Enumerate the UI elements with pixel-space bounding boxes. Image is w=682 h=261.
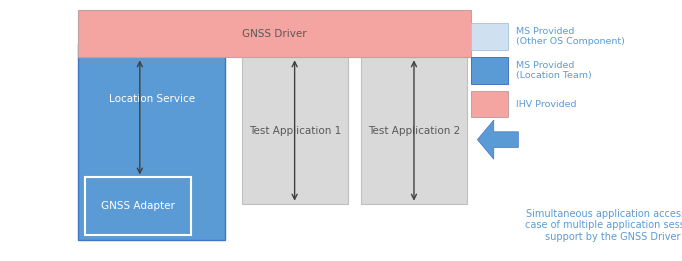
FancyBboxPatch shape (242, 57, 348, 204)
Text: GNSS Driver: GNSS Driver (242, 29, 307, 39)
Text: Simultaneous application access in
case of multiple application session
support : Simultaneous application access in case … (525, 209, 682, 242)
FancyBboxPatch shape (471, 23, 508, 50)
Text: GNSS Adapter: GNSS Adapter (101, 201, 175, 211)
Polygon shape (477, 120, 518, 159)
FancyBboxPatch shape (361, 57, 467, 204)
Text: Location Service: Location Service (108, 94, 195, 104)
Text: IHV Provided: IHV Provided (516, 100, 577, 109)
Text: Test Application 2: Test Application 2 (368, 126, 460, 135)
FancyBboxPatch shape (471, 57, 508, 84)
FancyBboxPatch shape (78, 10, 471, 57)
FancyBboxPatch shape (78, 44, 225, 240)
FancyBboxPatch shape (85, 177, 191, 235)
Text: MS Provided
(Other OS Component): MS Provided (Other OS Component) (516, 27, 625, 46)
Text: Test Application 1: Test Application 1 (249, 126, 341, 135)
Text: MS Provided
(Location Team): MS Provided (Location Team) (516, 61, 592, 80)
FancyBboxPatch shape (471, 91, 508, 117)
